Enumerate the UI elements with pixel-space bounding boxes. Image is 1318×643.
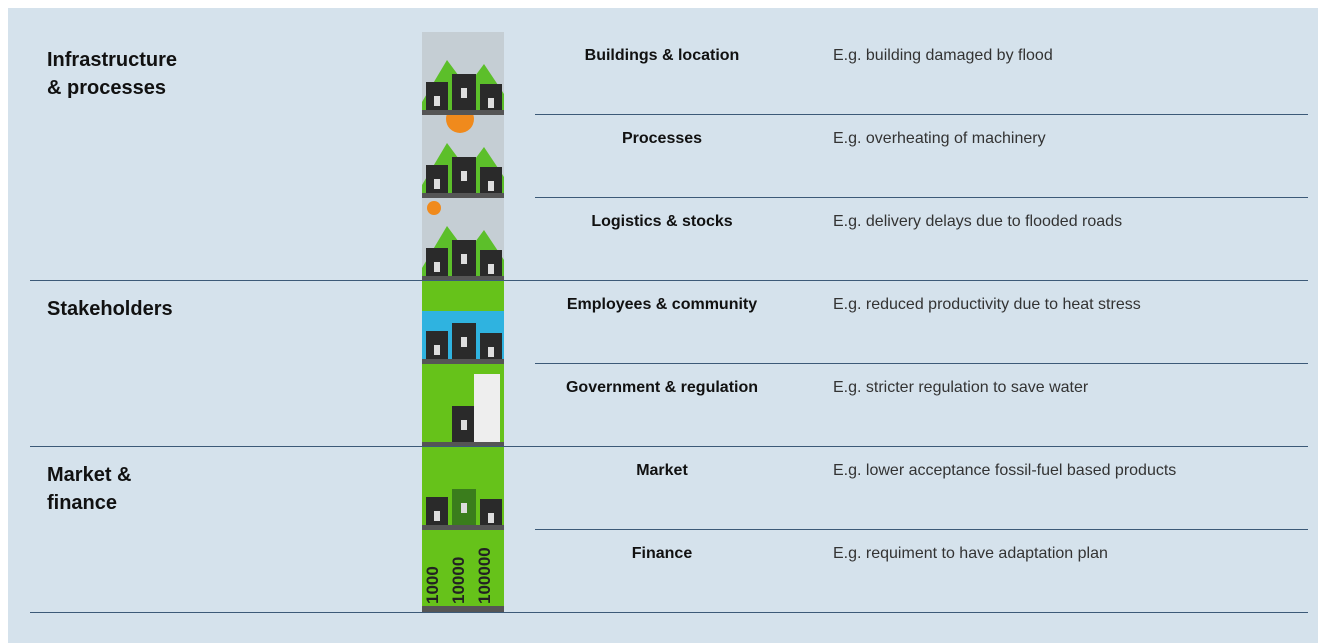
panel <box>8 8 1318 643</box>
shape <box>488 181 494 191</box>
row-example: E.g. reduced productivity due to heat st… <box>833 296 1141 313</box>
row-icon <box>422 447 504 530</box>
icon-number: 1000 <box>423 566 442 604</box>
group-title: finance <box>47 492 118 514</box>
row-example: E.g. overheating of machinery <box>833 130 1046 147</box>
shape <box>434 262 440 272</box>
row-icon: 1000 10000 100000 <box>422 530 504 613</box>
row-icon <box>422 115 504 198</box>
row-example: E.g. lower acceptance fossil-fuel based … <box>833 462 1177 479</box>
row-name: Finance <box>631 545 693 562</box>
shape <box>434 179 440 189</box>
group-title: Stakeholders <box>47 298 173 320</box>
shape <box>434 345 440 355</box>
row-name: Employees & community <box>566 296 758 313</box>
row-icon <box>422 198 504 281</box>
shape <box>422 442 504 447</box>
shape <box>461 171 467 181</box>
row-name: Government & regulation <box>565 379 759 396</box>
group-title: Market & <box>47 464 132 486</box>
shape <box>422 276 504 281</box>
shape <box>488 347 494 357</box>
shape <box>422 530 504 613</box>
row-example: E.g. delivery delays due to flooded road… <box>833 213 1123 230</box>
shape <box>422 525 504 530</box>
row-name: Market <box>636 462 688 479</box>
shape <box>434 96 440 106</box>
shape <box>427 201 441 215</box>
shape <box>422 281 504 311</box>
group-divider <box>30 446 1308 447</box>
row-icon <box>422 281 504 364</box>
shape <box>461 503 467 513</box>
row-example: E.g. building damaged by flood <box>833 47 1053 64</box>
row-example: E.g. stricter regulation to save water <box>833 379 1089 396</box>
row-icon <box>422 32 504 115</box>
row-name: Logistics & stocks <box>591 213 733 230</box>
shape <box>461 88 467 98</box>
shape <box>474 374 500 444</box>
row-name: Buildings & location <box>584 47 740 64</box>
shape <box>422 193 504 198</box>
shape <box>488 98 494 108</box>
icon-number: 100000 <box>475 547 494 604</box>
shape <box>422 606 504 613</box>
row-divider <box>535 114 1308 115</box>
group-title: & processes <box>47 77 166 99</box>
row-example: E.g. requiment to have adaptation plan <box>833 545 1108 562</box>
shape <box>446 115 474 133</box>
shape <box>422 110 504 115</box>
shape <box>488 264 494 274</box>
shape <box>461 254 467 264</box>
group-divider <box>30 280 1308 281</box>
shape <box>434 511 440 521</box>
group-title: Infrastructure <box>47 49 178 71</box>
icon-number: 10000 <box>449 557 468 604</box>
shape <box>422 359 504 364</box>
row-divider <box>535 529 1308 530</box>
row-name: Processes <box>621 130 703 147</box>
row-divider <box>535 197 1308 198</box>
shape <box>461 420 467 430</box>
row-icon <box>422 364 504 447</box>
group-divider <box>30 612 1308 613</box>
row-divider <box>535 363 1308 364</box>
shape <box>461 337 467 347</box>
shape <box>488 513 494 523</box>
